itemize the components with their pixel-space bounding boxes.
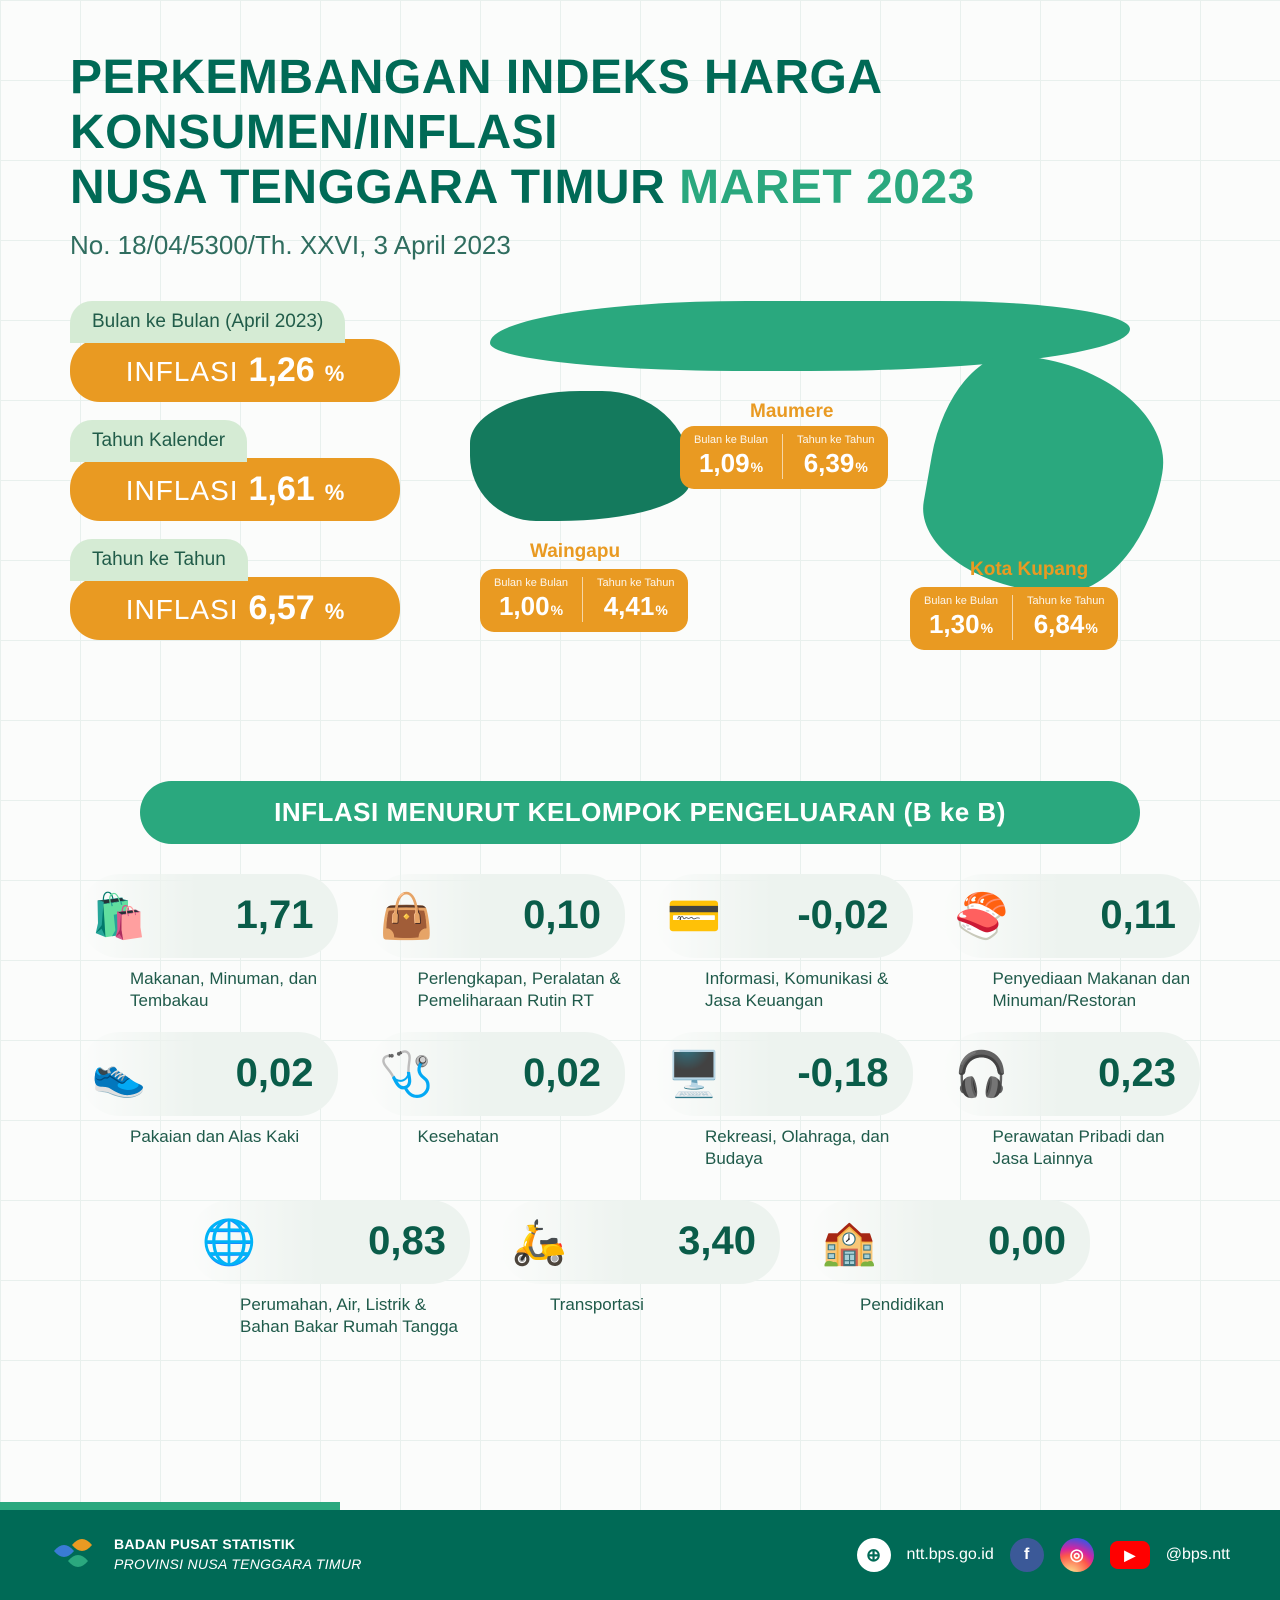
category-value: 3,40 (678, 1219, 756, 1264)
island-shape (470, 391, 690, 521)
instagram-icon[interactable]: ◎ (1060, 1538, 1094, 1572)
title-line3a: NUSA TENGGARA TIMUR (70, 161, 679, 214)
city-label-maumere: Maumere (750, 401, 833, 423)
city-label-kupang: Kota Kupang (970, 559, 1088, 581)
category-pill: 🛍️ 1,71 (80, 874, 338, 958)
footer: BADAN PUSAT STATISTIK PROVINSI NUSA TENG… (0, 1510, 1280, 1600)
category-value: -0,18 (797, 1051, 888, 1096)
pill-value: INFLASI 1,26 % (70, 339, 400, 402)
category-label: Kesehatan (368, 1126, 626, 1148)
social-handle: @bps.ntt (1166, 1546, 1230, 1564)
category-icon: 🖥️ (655, 1035, 733, 1113)
category-item: 🌐 0,83 Perumahan, Air, Listrik & Bahan Bak… (190, 1200, 470, 1338)
youtube-icon[interactable]: ▶ (1110, 1541, 1150, 1569)
category-item: 💳 -0,02 Informasi, Komunikasi & Jasa Keuan… (655, 874, 913, 1012)
category-value: 0,11 (1100, 893, 1176, 938)
pill-month: Bulan ke Bulan (April 2023) INFLASI 1,26… (70, 301, 430, 402)
category-item: 🛵 3,40 Transportasi (500, 1200, 780, 1338)
category-icon: 🛍️ (80, 877, 158, 955)
globe-icon[interactable]: ⊕ (857, 1538, 891, 1572)
category-value: 0,00 (988, 1219, 1066, 1264)
map-region: Maumere Bulan ke Bulan 1,09% Tahun ke Ta… (470, 301, 1210, 721)
pill-year: Tahun ke Tahun INFLASI 6,57 % (70, 539, 430, 640)
category-label: Pakaian dan Alas Kaki (80, 1126, 338, 1148)
pill-value: INFLASI 6,57 % (70, 577, 400, 640)
category-item: 🍣 0,11 Penyediaan Makanan dan Minuman/Rest… (943, 874, 1201, 1012)
title-line1: PERKEMBANGAN INDEKS HARGA (70, 51, 883, 104)
pill-label: Tahun ke Tahun (70, 539, 248, 581)
categories-grid: 🛍️ 1,71 Makanan, Minuman, dan Tembakau 👜 0,1… (70, 874, 1210, 1170)
category-item: 🩺 0,02 Kesehatan (368, 1032, 626, 1170)
category-label: Makanan, Minuman, dan Tembakau (80, 968, 338, 1012)
website-text: ntt.bps.go.id (907, 1546, 994, 1564)
page-title: PERKEMBANGAN INDEKS HARGA KONSUMEN/INFLA… (70, 50, 1210, 216)
city-label-waingapu: Waingapu (530, 541, 620, 563)
category-pill: 👟 0,02 (80, 1032, 338, 1116)
category-item: 👜 0,10 Perlengkapan, Peralatan & Pemelihar… (368, 874, 626, 1012)
category-pill: 🛵 3,40 (500, 1200, 780, 1284)
category-value: -0,02 (797, 893, 888, 938)
category-value: 0,02 (236, 1051, 314, 1096)
category-pill: 💳 -0,02 (655, 874, 913, 958)
title-highlight: MARET 2023 (679, 161, 975, 214)
category-item: 👟 0,02 Pakaian dan Alas Kaki (80, 1032, 338, 1170)
category-pill: 🩺 0,02 (368, 1032, 626, 1116)
city-stats-maumere: Bulan ke Bulan 1,09% Tahun ke Tahun 6,39… (680, 426, 888, 489)
category-icon: 👟 (80, 1035, 158, 1113)
category-icon: 🍣 (943, 877, 1021, 955)
facebook-icon[interactable]: f (1010, 1538, 1044, 1572)
org-name: BADAN PUSAT STATISTIK (114, 1535, 362, 1555)
summary-pills: Bulan ke Bulan (April 2023) INFLASI 1,26… (70, 301, 430, 721)
category-label: Informasi, Komunikasi & Jasa Keuangan (655, 968, 913, 1012)
category-item: 🛍️ 1,71 Makanan, Minuman, dan Tembakau (80, 874, 338, 1012)
city-stats-kupang: Bulan ke Bulan 1,30% Tahun ke Tahun 6,84… (910, 587, 1118, 650)
category-item: 🖥️ -0,18 Rekreasi, Olahraga, dan Budaya (655, 1032, 913, 1170)
title-line2: KONSUMEN/INFLASI (70, 106, 558, 159)
category-icon: 💳 (655, 877, 733, 955)
pill-label: Tahun Kalender (70, 420, 247, 462)
category-label: Perumahan, Air, Listrik & Bahan Bakar Ru… (190, 1294, 470, 1338)
category-pill: 🖥️ -0,18 (655, 1032, 913, 1116)
footer-accent (0, 1502, 340, 1510)
category-label: Rekreasi, Olahraga, dan Budaya (655, 1126, 913, 1170)
category-label: Perawatan Pribadi dan Jasa Lainnya (943, 1126, 1201, 1170)
category-label: Transportasi (500, 1294, 780, 1316)
categories-grid-last: 🌐 0,83 Perumahan, Air, Listrik & Bahan Bak… (70, 1200, 1210, 1338)
category-icon: 🎧 (943, 1035, 1021, 1113)
city-stats-waingapu: Bulan ke Bulan 1,00% Tahun ke Tahun 4,41… (480, 569, 688, 632)
category-item: 🏫 0,00 Pendidikan (810, 1200, 1090, 1338)
category-label: Pendidikan (810, 1294, 1090, 1316)
category-icon: 🏫 (810, 1203, 888, 1281)
pill-value: INFLASI 1,61 % (70, 458, 400, 521)
category-pill: 🏫 0,00 (810, 1200, 1090, 1284)
category-pill: 🎧 0,23 (943, 1032, 1201, 1116)
category-value: 0,23 (1098, 1051, 1176, 1096)
category-icon: 🛵 (500, 1203, 578, 1281)
category-value: 0,10 (523, 893, 601, 938)
category-icon: 🌐 (190, 1203, 268, 1281)
category-pill: 👜 0,10 (368, 874, 626, 958)
category-value: 0,83 (368, 1219, 446, 1264)
pill-calendar: Tahun Kalender INFLASI 1,61 % (70, 420, 430, 521)
section-header: INFLASI MENURUT KELOMPOK PENGELUARAN (B … (140, 781, 1140, 844)
category-item: 🎧 0,23 Perawatan Pribadi dan Jasa Lainnya (943, 1032, 1201, 1170)
bps-logo-icon (50, 1531, 98, 1579)
category-icon: 👜 (368, 877, 446, 955)
category-pill: 🍣 0,11 (943, 874, 1201, 958)
category-label: Perlengkapan, Peralatan & Pemeliharaan R… (368, 968, 626, 1012)
org-province: PROVINSI NUSA TENGGARA TIMUR (114, 1555, 362, 1575)
category-value: 1,71 (236, 893, 314, 938)
category-value: 0,02 (523, 1051, 601, 1096)
footer-logo: BADAN PUSAT STATISTIK PROVINSI NUSA TENG… (50, 1531, 362, 1579)
category-pill: 🌐 0,83 (190, 1200, 470, 1284)
category-label: Penyediaan Makanan dan Minuman/Restoran (943, 968, 1201, 1012)
pill-label: Bulan ke Bulan (April 2023) (70, 301, 345, 343)
document-number: No. 18/04/5300/Th. XXVI, 3 April 2023 (70, 230, 1210, 261)
category-icon: 🩺 (368, 1035, 446, 1113)
